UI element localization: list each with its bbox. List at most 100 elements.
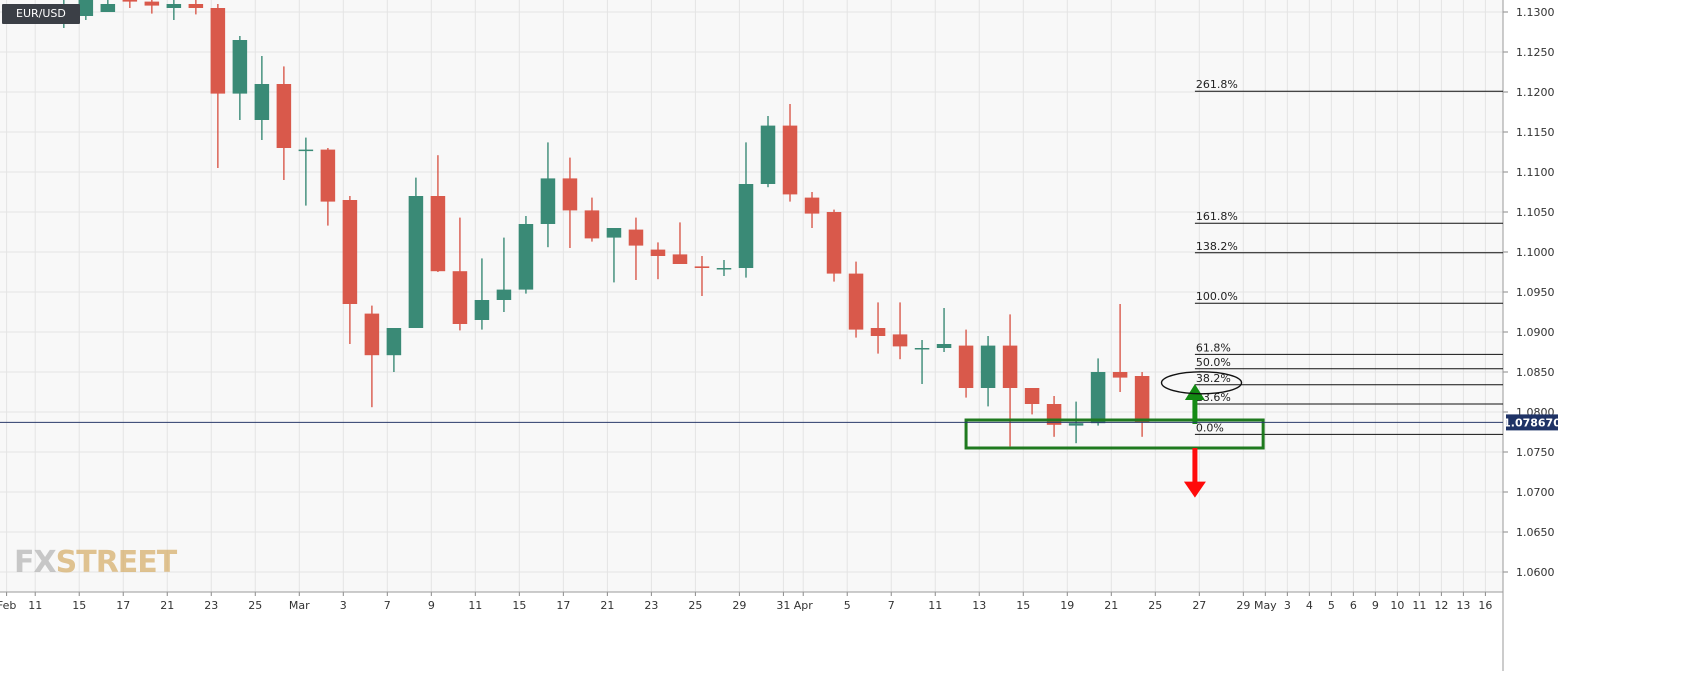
candle-bearish xyxy=(958,345,974,388)
price-axis-background xyxy=(1503,0,1707,671)
x-tick-label: Feb xyxy=(0,599,16,612)
x-tick-label: 7 xyxy=(384,599,391,612)
candle-bearish xyxy=(1024,388,1040,404)
fib-level-label: 138.2% xyxy=(1196,240,1238,253)
candle-bearish xyxy=(320,149,336,202)
candle-bullish xyxy=(518,224,534,290)
y-tick-label: 1.1000 xyxy=(1516,246,1555,259)
candle-bullish xyxy=(716,268,732,270)
y-tick-label: 1.0950 xyxy=(1516,286,1555,299)
y-tick-label: 1.0650 xyxy=(1516,526,1555,539)
x-tick-label: 19 xyxy=(1060,599,1074,612)
x-tick-label: 29 xyxy=(732,599,746,612)
current-price-label: 1.078670 xyxy=(1503,416,1561,429)
candle-bearish xyxy=(826,212,842,274)
y-tick-label: 1.1250 xyxy=(1516,46,1555,59)
candle-bearish xyxy=(122,0,138,2)
candle-bullish xyxy=(386,328,402,356)
x-tick-label: 17 xyxy=(116,599,130,612)
highlight-ellipse xyxy=(1160,371,1243,395)
x-tick-label: 13 xyxy=(1456,599,1470,612)
x-tick-label: Apr xyxy=(794,599,814,612)
x-tick-label: 17 xyxy=(556,599,570,612)
x-tick-label: 21 xyxy=(600,599,614,612)
x-tick-label: 27 xyxy=(1192,599,1206,612)
fib-level-label: 50.0% xyxy=(1196,356,1231,369)
x-tick-label: 13 xyxy=(972,599,986,612)
candle-bullish xyxy=(540,178,556,224)
candle-bearish xyxy=(562,178,578,211)
candle-bearish xyxy=(430,196,446,272)
x-tick-label: May xyxy=(1254,599,1277,612)
y-tick-label: 1.1050 xyxy=(1516,206,1555,219)
candles xyxy=(56,0,1150,447)
x-tick-label: 25 xyxy=(1148,599,1162,612)
candle-bullish xyxy=(738,184,754,268)
candle-bearish xyxy=(892,334,908,347)
x-tick-label: 21 xyxy=(160,599,174,612)
x-tick-label: 9 xyxy=(428,599,435,612)
y-tick-label: 1.0900 xyxy=(1516,326,1555,339)
fib-level-label: 61.8% xyxy=(1196,341,1231,354)
candle-bullish xyxy=(232,40,248,94)
candle-bearish xyxy=(188,4,204,8)
candle-bearish xyxy=(628,229,644,246)
x-tick-label: 11 xyxy=(928,599,942,612)
candle-bullish xyxy=(166,4,182,8)
candle-bullish xyxy=(980,345,996,388)
candle-bullish xyxy=(298,149,314,152)
x-tick-label: 29 xyxy=(1236,599,1250,612)
grid: 1.06001.06501.07001.07501.08001.08501.09… xyxy=(0,0,1555,612)
candle-bullish xyxy=(606,228,622,238)
fibonacci-levels: 261.8%161.8%138.2%100.0%61.8%50.0%38.2%2… xyxy=(1194,78,1503,435)
symbol-label: EUR/USD xyxy=(2,4,80,24)
candle-bearish xyxy=(672,254,688,264)
x-tick-label: 23 xyxy=(204,599,218,612)
candle-bullish xyxy=(760,125,776,184)
x-tick-label: 21 xyxy=(1104,599,1118,612)
x-tick-label: 12 xyxy=(1434,599,1448,612)
fxstreet-logo: FXSTREET xyxy=(14,545,177,580)
x-tick-label: 31 xyxy=(776,599,790,612)
x-tick-label: Mar xyxy=(289,599,310,612)
x-tick-label: 3 xyxy=(1284,599,1291,612)
x-tick-label: 11 xyxy=(468,599,482,612)
candle-bearish xyxy=(804,197,820,214)
x-tick-label: 5 xyxy=(844,599,851,612)
candle-bearish xyxy=(364,313,380,356)
y-tick-label: 1.0700 xyxy=(1516,486,1555,499)
x-tick-label: 11 xyxy=(28,599,42,612)
candle-bearish xyxy=(1002,345,1018,388)
y-tick-label: 1.1100 xyxy=(1516,166,1555,179)
arrow-up-icon xyxy=(1184,384,1205,400)
y-tick-label: 1.1200 xyxy=(1516,86,1555,99)
fib-level-label: 0.0% xyxy=(1196,421,1224,434)
x-tick-label: 25 xyxy=(688,599,702,612)
x-tick-label: 15 xyxy=(72,599,86,612)
candle-bullish xyxy=(78,0,94,16)
candle-bearish xyxy=(1134,376,1150,423)
x-tick-label: 23 xyxy=(644,599,658,612)
x-tick-label: 6 xyxy=(1350,599,1357,612)
y-tick-label: 1.0600 xyxy=(1516,566,1555,579)
candle-bearish xyxy=(1046,404,1062,425)
candle-bullish xyxy=(1068,423,1084,426)
y-tick-label: 1.0850 xyxy=(1516,366,1555,379)
fib-level-label: 161.8% xyxy=(1196,210,1238,223)
support-box xyxy=(964,418,1265,450)
y-tick-label: 1.1300 xyxy=(1516,6,1555,19)
candle-bullish xyxy=(254,84,270,120)
fib-level-label: 100.0% xyxy=(1196,290,1238,303)
x-tick-label: 9 xyxy=(1372,599,1379,612)
candle-bearish xyxy=(1112,372,1128,378)
x-tick-label: 5 xyxy=(1328,599,1335,612)
x-tick-label: 7 xyxy=(888,599,895,612)
candle-bullish xyxy=(100,4,116,12)
candle-bullish xyxy=(474,300,490,320)
candle-bearish xyxy=(144,1,160,6)
x-tick-label: 15 xyxy=(1016,599,1030,612)
candle-bullish xyxy=(408,196,424,328)
x-tick-label: 10 xyxy=(1390,599,1404,612)
